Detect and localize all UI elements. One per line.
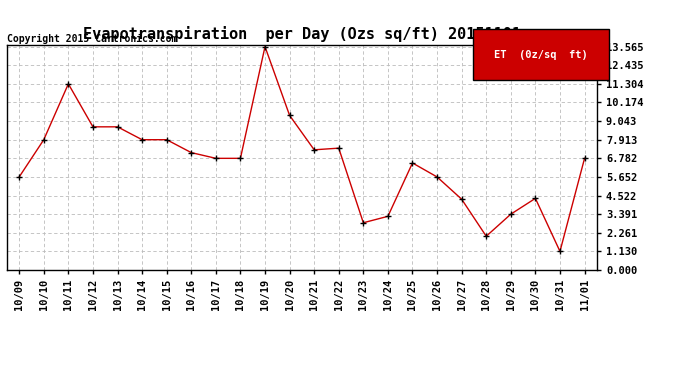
Text: Copyright 2015 Cartronics.com: Copyright 2015 Cartronics.com bbox=[7, 34, 177, 44]
Title: Evapotranspiration  per Day (Ozs sq/ft) 20151101: Evapotranspiration per Day (Ozs sq/ft) 2… bbox=[83, 27, 521, 42]
Text: ET  (0z/sq  ft): ET (0z/sq ft) bbox=[494, 50, 588, 60]
